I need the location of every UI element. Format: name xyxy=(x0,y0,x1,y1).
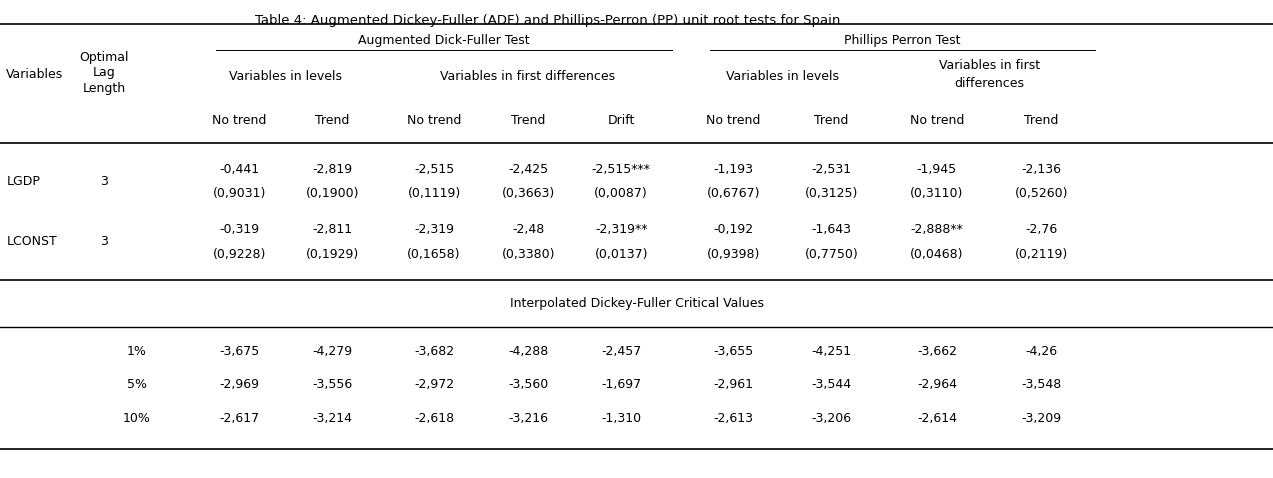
Text: (0,9228): (0,9228) xyxy=(213,248,266,261)
Text: 10%: 10% xyxy=(123,412,150,425)
Text: -2,964: -2,964 xyxy=(917,378,957,391)
Text: -3,556: -3,556 xyxy=(312,378,353,391)
Text: No trend: No trend xyxy=(910,114,964,127)
Text: Variables in first differences: Variables in first differences xyxy=(440,70,615,83)
Text: -2,425: -2,425 xyxy=(508,163,549,176)
Text: No trend: No trend xyxy=(407,114,461,127)
Text: (0,6767): (0,6767) xyxy=(707,187,760,200)
Text: -4,26: -4,26 xyxy=(1025,345,1058,358)
Text: Augmented Dick-Fuller Test: Augmented Dick-Fuller Test xyxy=(359,34,530,47)
Text: -0,319: -0,319 xyxy=(219,223,260,236)
Text: (0,7750): (0,7750) xyxy=(805,248,858,261)
Text: Trend: Trend xyxy=(510,114,546,127)
Text: (0,3663): (0,3663) xyxy=(502,187,555,200)
Text: Optimal: Optimal xyxy=(80,51,129,64)
Text: Interpolated Dickey-Fuller Critical Values: Interpolated Dickey-Fuller Critical Valu… xyxy=(509,297,764,310)
Text: -2,48: -2,48 xyxy=(512,223,545,236)
Text: -4,251: -4,251 xyxy=(811,345,852,358)
Text: -3,682: -3,682 xyxy=(414,345,454,358)
Text: -1,310: -1,310 xyxy=(601,412,642,425)
Text: -2,457: -2,457 xyxy=(601,345,642,358)
Text: (0,1929): (0,1929) xyxy=(306,248,359,261)
Text: No trend: No trend xyxy=(707,114,760,127)
Text: -2,531: -2,531 xyxy=(811,163,852,176)
Text: Variables in levels: Variables in levels xyxy=(726,70,839,83)
Text: -2,617: -2,617 xyxy=(219,412,260,425)
Text: (0,2119): (0,2119) xyxy=(1015,248,1068,261)
Text: -3,544: -3,544 xyxy=(811,378,852,391)
Text: -3,206: -3,206 xyxy=(811,412,852,425)
Text: -3,655: -3,655 xyxy=(713,345,754,358)
Text: Trend: Trend xyxy=(1023,114,1059,127)
Text: -2,888**: -2,888** xyxy=(910,223,964,236)
Text: -2,969: -2,969 xyxy=(219,378,260,391)
Text: -3,662: -3,662 xyxy=(917,345,957,358)
Text: -2,618: -2,618 xyxy=(414,412,454,425)
Text: Variables in levels: Variables in levels xyxy=(229,70,342,83)
Text: -2,319: -2,319 xyxy=(414,223,454,236)
Text: Table 4: Augmented Dickey-Fuller (ADF) and Phillips-Perron (PP) unit root tests : Table 4: Augmented Dickey-Fuller (ADF) a… xyxy=(255,14,840,27)
Text: 3: 3 xyxy=(101,175,108,188)
Text: Trend: Trend xyxy=(314,114,350,127)
Text: (0,3125): (0,3125) xyxy=(805,187,858,200)
Text: (0,0468): (0,0468) xyxy=(910,248,964,261)
Text: -2,961: -2,961 xyxy=(713,378,754,391)
Text: No trend: No trend xyxy=(213,114,266,127)
Text: -2,614: -2,614 xyxy=(917,412,957,425)
Text: -3,548: -3,548 xyxy=(1021,378,1062,391)
Text: Variables in first: Variables in first xyxy=(938,59,1040,73)
Text: (0,1658): (0,1658) xyxy=(407,248,461,261)
Text: -3,216: -3,216 xyxy=(508,412,549,425)
Text: -1,945: -1,945 xyxy=(917,163,957,176)
Text: Trend: Trend xyxy=(813,114,849,127)
Text: (0,3380): (0,3380) xyxy=(502,248,555,261)
Text: differences: differences xyxy=(955,77,1023,90)
Text: 3: 3 xyxy=(101,235,108,249)
Text: -1,193: -1,193 xyxy=(713,163,754,176)
Text: -0,192: -0,192 xyxy=(713,223,754,236)
Text: (0,1900): (0,1900) xyxy=(306,187,359,200)
Text: 5%: 5% xyxy=(127,378,146,391)
Text: -4,288: -4,288 xyxy=(508,345,549,358)
Text: -4,279: -4,279 xyxy=(312,345,353,358)
Text: (0,0087): (0,0087) xyxy=(594,187,648,200)
Text: -2,76: -2,76 xyxy=(1025,223,1058,236)
Text: -2,819: -2,819 xyxy=(312,163,353,176)
Text: -2,515***: -2,515*** xyxy=(592,163,651,176)
Text: -2,613: -2,613 xyxy=(713,412,754,425)
Text: (0,5260): (0,5260) xyxy=(1015,187,1068,200)
Text: -2,811: -2,811 xyxy=(312,223,353,236)
Text: -2,972: -2,972 xyxy=(414,378,454,391)
Text: -3,209: -3,209 xyxy=(1021,412,1062,425)
Text: (0,3110): (0,3110) xyxy=(910,187,964,200)
Text: 1%: 1% xyxy=(127,345,146,358)
Text: LCONST: LCONST xyxy=(6,235,57,249)
Text: -3,214: -3,214 xyxy=(312,412,353,425)
Text: -0,441: -0,441 xyxy=(219,163,260,176)
Text: -3,560: -3,560 xyxy=(508,378,549,391)
Text: Variables: Variables xyxy=(6,67,64,81)
Text: -2,515: -2,515 xyxy=(414,163,454,176)
Text: -2,319**: -2,319** xyxy=(594,223,648,236)
Text: Phillips Perron Test: Phillips Perron Test xyxy=(844,34,961,47)
Text: LGDP: LGDP xyxy=(6,175,41,188)
Text: -1,697: -1,697 xyxy=(601,378,642,391)
Text: (0,9398): (0,9398) xyxy=(707,248,760,261)
Text: (0,0137): (0,0137) xyxy=(594,248,648,261)
Text: Lag: Lag xyxy=(93,66,116,79)
Text: (0,9031): (0,9031) xyxy=(213,187,266,200)
Text: (0,1119): (0,1119) xyxy=(407,187,461,200)
Text: Drift: Drift xyxy=(607,114,635,127)
Text: -3,675: -3,675 xyxy=(219,345,260,358)
Text: Length: Length xyxy=(83,82,126,95)
Text: -2,136: -2,136 xyxy=(1021,163,1062,176)
Text: -1,643: -1,643 xyxy=(811,223,852,236)
